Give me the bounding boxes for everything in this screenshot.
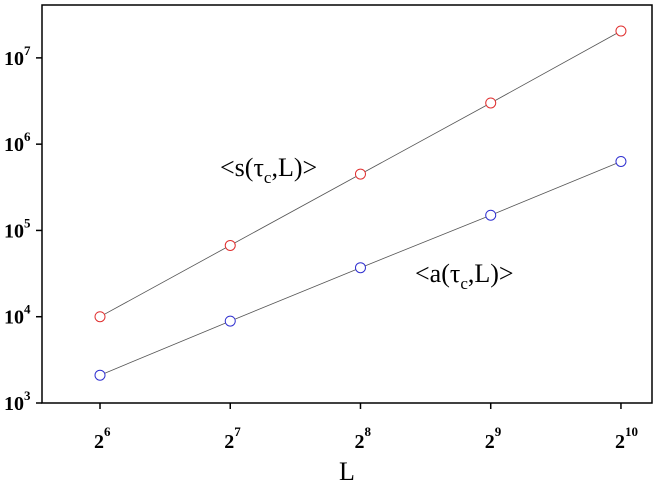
annotation-sub: c: [264, 168, 272, 187]
y-tick-base: 10: [4, 48, 24, 70]
x-tick-exp: 9: [495, 424, 502, 439]
y-tick-exp: 5: [24, 215, 31, 230]
annotation-rest: ,L)>: [271, 153, 317, 182]
y-tick-base: 10: [4, 393, 24, 415]
x-tick-label: 28: [354, 424, 371, 453]
data-point: [615, 25, 627, 37]
y-tick-label: 105: [4, 215, 31, 242]
plot-frame: [41, 4, 653, 404]
data-point: [224, 239, 236, 251]
annotation: <s(τc,L)>: [220, 153, 317, 187]
y-tick-base: 10: [4, 134, 24, 156]
data-point: [485, 209, 497, 221]
x-tick-label: 26: [94, 424, 111, 453]
x-tick-base: 2: [94, 431, 104, 453]
y-tick-exp: 3: [24, 388, 31, 403]
x-tick-exp: 7: [234, 424, 241, 439]
data-point: [224, 315, 236, 327]
y-tick-exp: 7: [24, 43, 31, 58]
data-point: [94, 311, 106, 323]
y-tick-base: 10: [4, 307, 24, 329]
data-point: [94, 369, 106, 381]
x-tick-exp: 8: [364, 424, 371, 439]
x-tick-exp: 6: [104, 424, 111, 439]
annotation-text: <a(τ: [415, 259, 460, 288]
annotation-rest: ,L)>: [468, 259, 514, 288]
annotation-text: <s(τ: [220, 153, 264, 182]
data-point: [354, 168, 366, 180]
annotation-sub: c: [460, 274, 468, 293]
y-tick-label: 104: [4, 302, 31, 329]
x-tick-label: 27: [224, 424, 241, 453]
x-axis-label: L: [339, 457, 355, 486]
x-tick-base: 2: [224, 431, 234, 453]
y-tick-base: 10: [4, 220, 24, 242]
data-point: [354, 262, 366, 274]
annotation: <a(τc,L)>: [415, 259, 514, 293]
y-tick-exp: 6: [24, 129, 31, 144]
y-tick-exp: 4: [24, 302, 31, 317]
x-tick-label: 29: [485, 424, 502, 453]
data-point: [615, 155, 627, 167]
x-tick-exp: 10: [625, 424, 638, 439]
y-tick-label: 106: [4, 129, 31, 156]
y-tick-label: 107: [4, 43, 31, 70]
data-point: [485, 97, 497, 109]
x-tick-base: 2: [354, 431, 364, 453]
x-tick-label: 210: [615, 424, 638, 453]
y-tick-label: 103: [4, 388, 31, 415]
x-tick-base: 2: [615, 431, 625, 453]
x-tick-base: 2: [485, 431, 495, 453]
